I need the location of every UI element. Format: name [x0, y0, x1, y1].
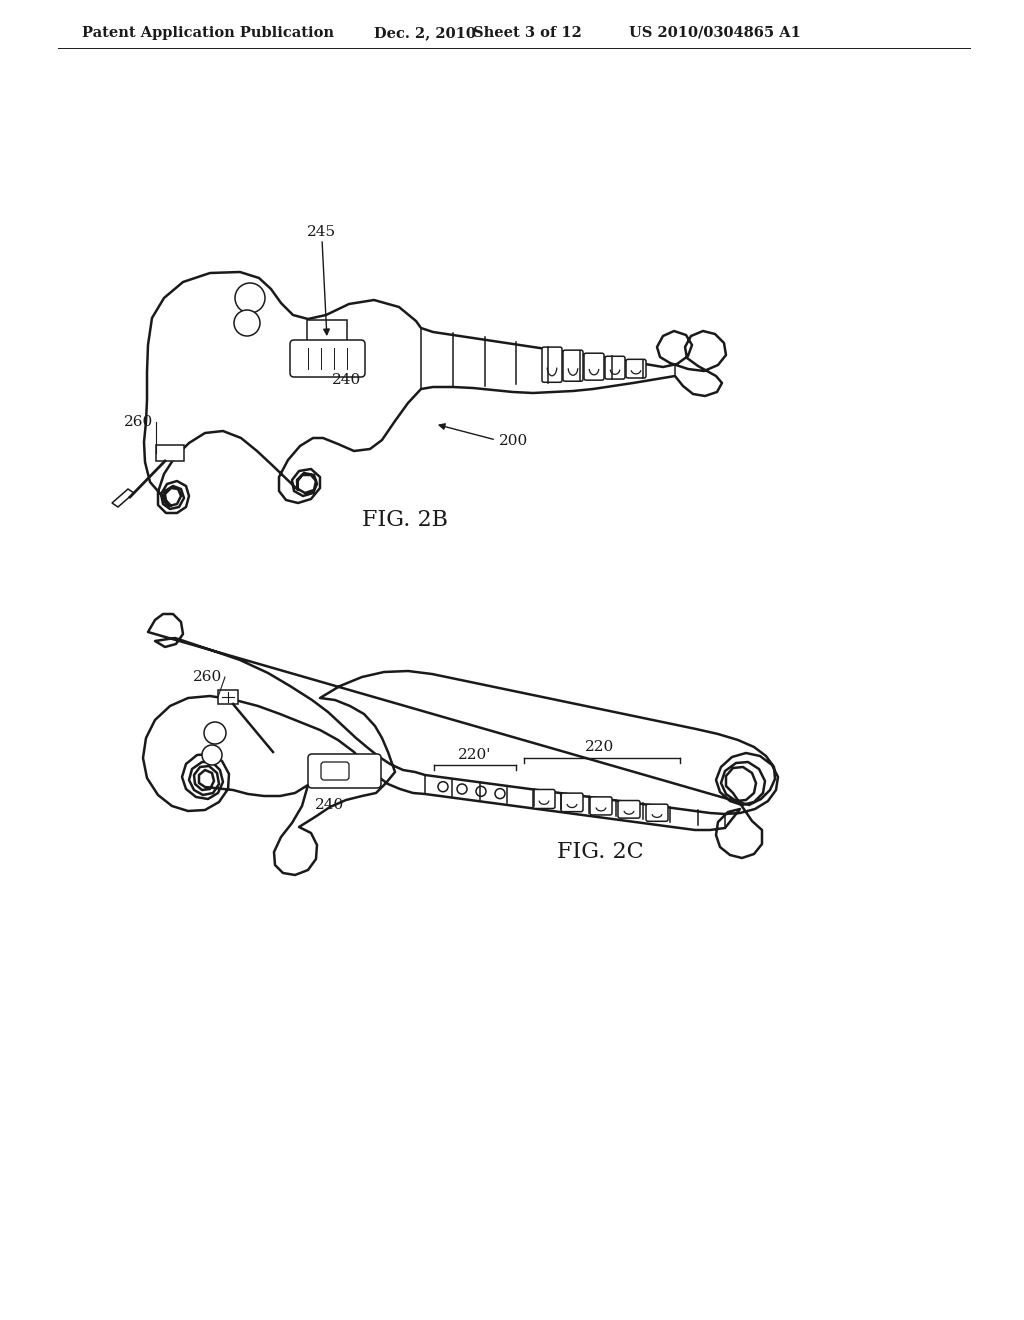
FancyBboxPatch shape [290, 341, 365, 378]
Circle shape [234, 310, 260, 337]
Polygon shape [112, 488, 134, 507]
FancyBboxPatch shape [534, 789, 555, 808]
FancyBboxPatch shape [561, 793, 583, 812]
Text: 200: 200 [499, 434, 528, 447]
Text: 220': 220' [459, 748, 492, 762]
Circle shape [457, 784, 467, 795]
FancyBboxPatch shape [605, 356, 625, 379]
Text: FIG. 2C: FIG. 2C [557, 841, 643, 863]
FancyBboxPatch shape [618, 800, 640, 818]
FancyBboxPatch shape [590, 797, 612, 814]
Text: FIG. 2B: FIG. 2B [362, 510, 449, 531]
Text: 240: 240 [333, 374, 361, 387]
Circle shape [204, 722, 226, 744]
Text: Dec. 2, 2010: Dec. 2, 2010 [374, 26, 476, 40]
FancyBboxPatch shape [646, 804, 668, 821]
Text: 240: 240 [315, 799, 345, 812]
Text: US 2010/0304865 A1: US 2010/0304865 A1 [629, 26, 801, 40]
Text: 220: 220 [586, 741, 614, 754]
Circle shape [202, 744, 222, 766]
Bar [307, 319, 347, 343]
Circle shape [476, 787, 486, 796]
Text: Patent Application Publication: Patent Application Publication [82, 26, 334, 40]
Text: 245: 245 [307, 224, 337, 239]
Bar [218, 690, 238, 704]
Circle shape [495, 788, 505, 799]
FancyBboxPatch shape [308, 754, 381, 788]
Bar [156, 445, 184, 461]
FancyBboxPatch shape [542, 347, 562, 383]
Polygon shape [143, 614, 778, 875]
FancyBboxPatch shape [626, 359, 646, 378]
Text: Sheet 3 of 12: Sheet 3 of 12 [473, 26, 582, 40]
FancyBboxPatch shape [584, 354, 604, 380]
Polygon shape [144, 272, 726, 513]
Circle shape [234, 282, 265, 313]
Circle shape [438, 781, 449, 792]
FancyBboxPatch shape [321, 762, 349, 780]
Text: 260: 260 [193, 671, 222, 684]
FancyBboxPatch shape [563, 350, 583, 381]
Text: 260: 260 [124, 414, 153, 429]
